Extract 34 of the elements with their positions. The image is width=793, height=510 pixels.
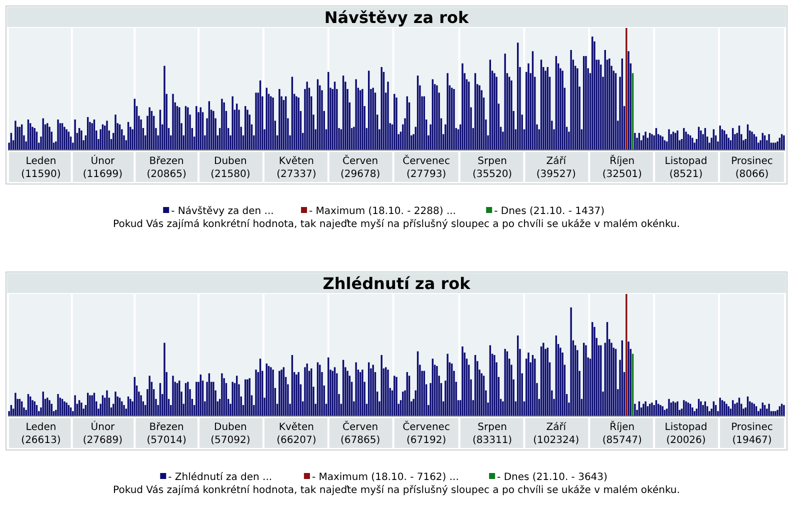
x-tick-label: Červenec (27793): [402, 154, 450, 180]
x-tick-label: Leden (26613): [21, 422, 61, 446]
x-tick-label: Listopad (8521): [664, 156, 708, 180]
x-tick-label: Březen (20865): [146, 156, 186, 180]
x-tick-label: Leden (11590): [21, 156, 61, 180]
x-tick-label: Květen (66207): [276, 422, 316, 446]
chart-title: Zhlédnutí za rok: [322, 274, 471, 293]
x-tick-label: Září (102324): [533, 422, 580, 446]
x-tick-label: Prosinec (8066): [731, 156, 773, 180]
legend-label: - Zhlédnutí za den ...: [168, 472, 272, 483]
x-tick-label: Květen (27337): [276, 156, 316, 180]
x-tick-label: Září (39527): [536, 156, 576, 180]
text: Pokud Vás zajímá konkrétní hodnota, tak najeďte myší na příslušný sloupec a po chvíli se ukáže v malém okénku.: [113, 219, 680, 230]
x-tick-label: Únor (27689): [82, 420, 123, 446]
x-tick-label: Duben (21580): [210, 156, 250, 180]
legend-label: - Návštěvy za den ...: [171, 206, 274, 217]
text: Pokud Vás zajímá konkrétní hodnota, tak najeďte myší na příslušný sloupec a po chvíli se ukáže v malém okénku.: [113, 485, 680, 496]
chart-title: Návštěvy za rok: [324, 8, 469, 27]
text: - Dnes (21.10. - 1437): [494, 206, 605, 217]
x-tick-label: Říjen (85747): [602, 420, 642, 446]
x-tick-label: Říjen (32501): [602, 154, 642, 180]
text: - Maximum (18.10. - 7162) ...: [312, 472, 459, 483]
x-tick-label: Duben (57092): [210, 422, 250, 446]
x-tick-label: Listopad (20026): [664, 422, 708, 446]
x-tick-label: Červen (29678): [340, 154, 380, 180]
x-tick-label: Únor (11699): [82, 154, 123, 180]
text: - Dnes (21.10. - 3643): [497, 472, 608, 483]
x-tick-label: Prosinec (19467): [731, 422, 773, 446]
x-tick-label: Srpen (35520): [472, 156, 512, 180]
x-tick-label: Srpen (83311): [472, 422, 512, 446]
x-tick-label: Červenec (67192): [402, 420, 450, 446]
x-tick-label: Březen (57014): [146, 422, 186, 446]
text: - Maximum (18.10. - 2288) ...: [309, 206, 456, 217]
x-tick-label: Červen (67865): [340, 420, 380, 446]
